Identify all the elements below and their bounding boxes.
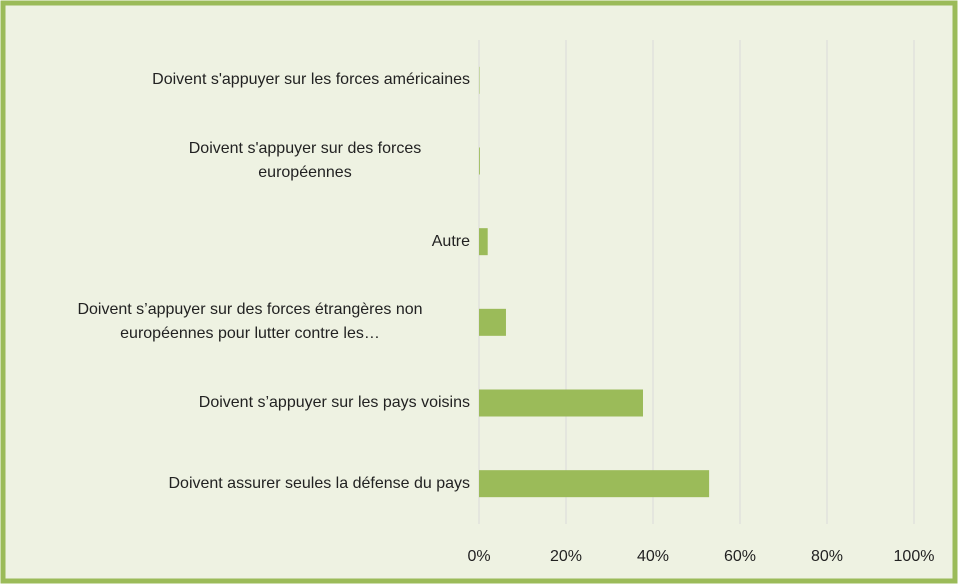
y-tick-label: Doivent assurer seules la défense du pay… (168, 474, 470, 492)
x-tick-label: 100% (894, 548, 935, 565)
y-tick-label: Autre (431, 232, 470, 250)
x-tick-label: 60% (724, 548, 756, 565)
y-label-box: Autre (431, 232, 470, 250)
bar (479, 470, 710, 498)
y-tick-label: Doivent s’appuyer sur les pays voisins (198, 394, 470, 411)
bar (479, 308, 506, 336)
y-label-box: Doivent s'appuyer sur les forces américa… (152, 71, 470, 89)
y-tick-label: Doivent s'appuyer sur des forces europée… (188, 140, 422, 181)
x-tick-label: 20% (550, 548, 582, 565)
y-tick-label: Doivent s'appuyer sur les forces américa… (152, 71, 470, 89)
x-tick-label: 0% (467, 548, 490, 565)
bar (479, 389, 643, 417)
y-tick-label: Doivent s’appuyer sur des forces étrangè… (77, 301, 423, 343)
y-label-box: Doivent s’appuyer sur les pays voisins (198, 394, 470, 411)
x-tick-label: 80% (811, 548, 843, 565)
y-label-box: Doivent s’appuyer sur des forces étrangè… (77, 301, 423, 343)
x-tick-label: 40% (637, 548, 669, 565)
bar (479, 228, 488, 256)
bar (479, 147, 480, 175)
y-label-box: Doivent assurer seules la défense du pay… (168, 474, 470, 492)
y-label-box: Doivent s'appuyer sur des forces europée… (188, 140, 422, 181)
